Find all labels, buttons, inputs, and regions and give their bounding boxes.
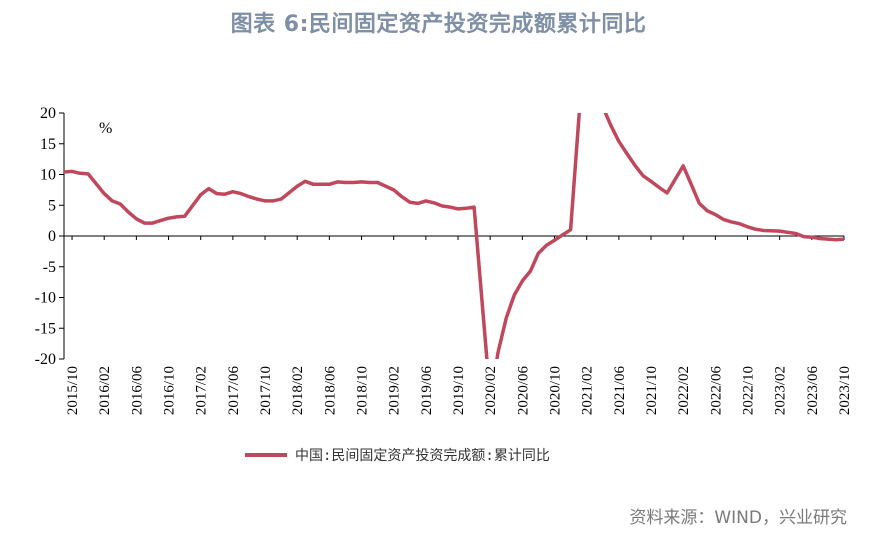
x-tick-label: 2020/02 — [483, 366, 499, 415]
y-tick-label: 5 — [48, 197, 56, 214]
x-tick-label: 2015/10 — [65, 366, 81, 415]
series-line — [64, 113, 844, 359]
y-tick-label: 0 — [48, 228, 56, 245]
x-tick-label: 2022/10 — [741, 366, 757, 415]
x-tick-label: 2017/06 — [226, 366, 242, 416]
x-tick-label: 2019/10 — [451, 366, 467, 415]
x-tick-label: 2022/02 — [676, 366, 692, 415]
x-tick-label: 2017/02 — [194, 366, 210, 415]
y-tick-label: 15 — [40, 136, 56, 153]
x-tick-label: 2020/06 — [515, 366, 531, 416]
series-points — [64, 125, 844, 351]
x-tick-label: 2023/02 — [773, 366, 789, 415]
x-tick-label: 2019/02 — [387, 366, 403, 415]
x-tick-label: 2023/06 — [805, 366, 821, 416]
x-tick-label: 2021/10 — [644, 366, 660, 415]
y-tick-label: 10 — [40, 167, 56, 184]
y-tick-label: 20 — [40, 105, 56, 122]
legend-label: 中国:民间固定资产投资完成额:累计同比 — [295, 448, 550, 464]
x-tick-label: 2018/02 — [290, 366, 306, 415]
x-tick-label: 2022/06 — [708, 366, 724, 416]
x-tick-label: 2021/06 — [612, 366, 628, 416]
x-tick-label: 2016/02 — [97, 366, 113, 415]
x-tick-label: 2020/10 — [548, 366, 564, 415]
chart-title: 图表 6:民间固定资产投资完成额累计同比 — [230, 12, 647, 37]
x-axis-ticks: 2015/10 2016/02 2016/06 2016/10 2017/02 2017/… — [65, 236, 853, 415]
x-tick-label: 2021/02 — [580, 366, 596, 415]
x-tick-label: 2017/10 — [258, 366, 274, 415]
y-tick-label: -15 — [35, 320, 56, 337]
x-tick-label: 2018/06 — [322, 366, 338, 416]
source-note: 资料来源：WIND，兴业研究 — [629, 508, 847, 528]
x-tick-label: 2016/10 — [162, 366, 178, 415]
legend: 中国:民间固定资产投资完成额:累计同比 — [245, 448, 550, 464]
x-tick-label: 2018/10 — [355, 366, 371, 415]
x-tick-label: 2019/06 — [419, 366, 435, 416]
y-tick-label: -10 — [35, 290, 56, 307]
chart-axes — [63, 113, 844, 359]
y-axis-ticks: 20 15 10 5 0 -5 -10 -15 -20 — [35, 105, 64, 368]
x-tick-label: 2023/10 — [837, 366, 853, 415]
unit-label: % — [99, 120, 112, 137]
y-tick-label: -5 — [43, 259, 56, 276]
y-tick-label: -20 — [35, 351, 56, 368]
x-tick-label: 2016/06 — [129, 366, 145, 416]
